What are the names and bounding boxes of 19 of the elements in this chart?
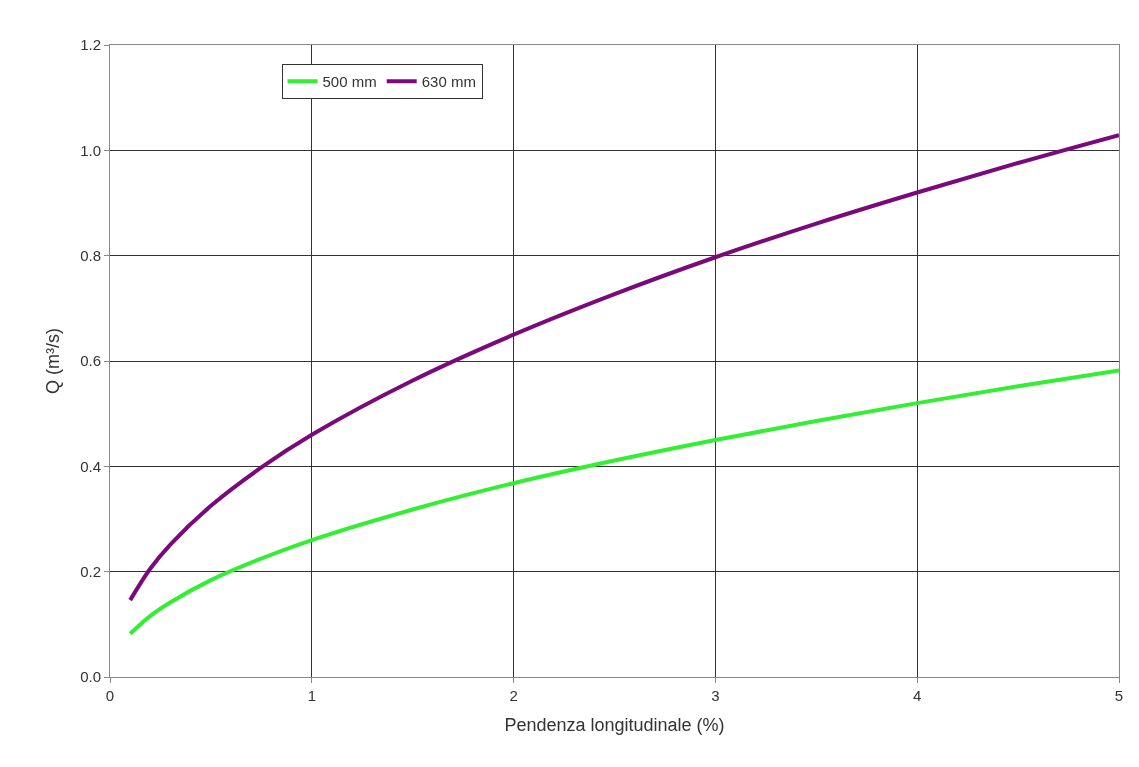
x-tick-label: 3 — [711, 687, 720, 704]
x-tick-label: 5 — [1114, 687, 1124, 704]
x-tick-label: 2 — [509, 687, 518, 704]
y-tick-label: 0.2 — [80, 562, 101, 580]
y-tick-label: 0.4 — [80, 457, 101, 475]
legend-label: 500 mm — [322, 73, 377, 91]
x-tick-label: 4 — [913, 687, 922, 704]
legend-label: 630 mm — [421, 73, 476, 91]
y-tick-label: 0.0 — [80, 668, 101, 686]
x-axis-title: Pendenza longitudinale (%) — [504, 715, 725, 736]
x-tick-label: 1 — [307, 687, 316, 704]
line-series — [128, 368, 1119, 636]
y-tick-label: 1.0 — [80, 141, 101, 159]
y-tick-label: 0.8 — [80, 246, 101, 264]
y-tick-label: 0.6 — [80, 352, 101, 370]
x-tick-label: 0 — [105, 687, 115, 704]
y-axis-title: Q (m³/s) — [43, 328, 64, 394]
line-series — [128, 133, 1119, 603]
y-tick-label: 1.2 — [80, 36, 101, 54]
